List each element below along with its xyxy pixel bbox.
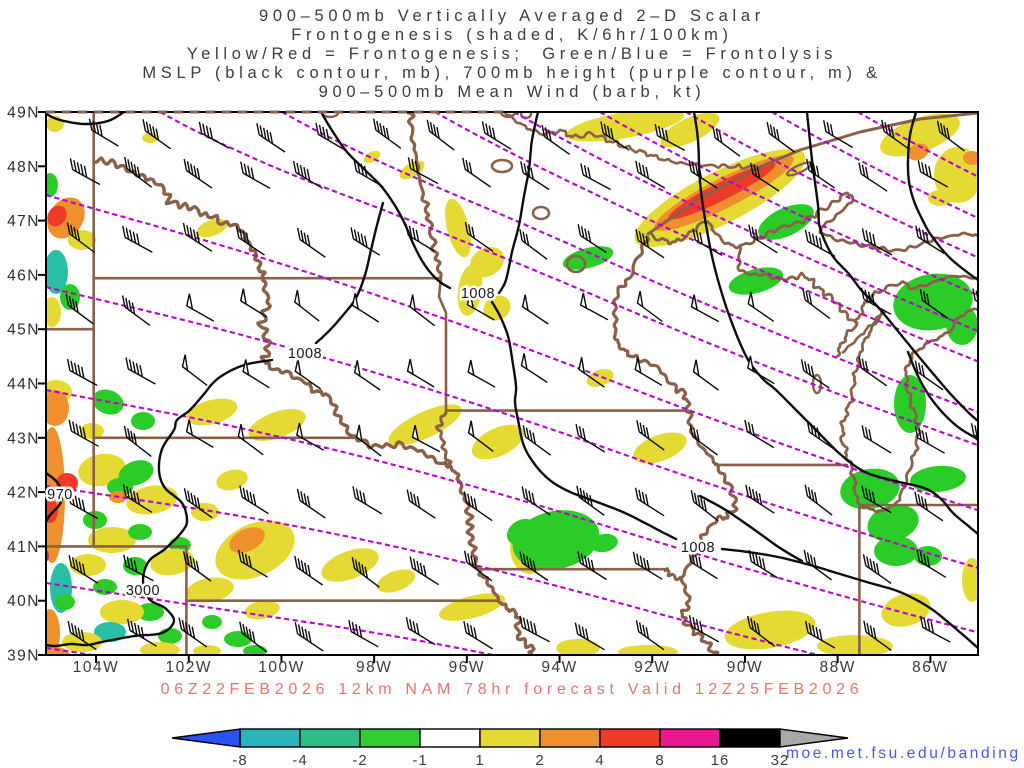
svg-text:16: 16 (711, 752, 730, 768)
svg-text:1: 1 (475, 752, 484, 768)
svg-text:46N: 46N (7, 267, 40, 284)
svg-text:1008: 1008 (288, 346, 322, 362)
svg-text:45N: 45N (7, 322, 40, 339)
svg-text:970: 970 (47, 487, 73, 503)
svg-text:40N: 40N (7, 593, 40, 610)
svg-text:94W: 94W (541, 659, 577, 676)
svg-text:104W: 104W (73, 659, 120, 676)
svg-text:44N: 44N (7, 376, 40, 393)
svg-text:-4: -4 (292, 752, 307, 768)
svg-text:102W: 102W (166, 659, 213, 676)
svg-text:86W: 86W (912, 659, 948, 676)
svg-text:-2: -2 (352, 752, 367, 768)
svg-text:39N: 39N (7, 648, 40, 665)
svg-text:47N: 47N (7, 213, 40, 230)
svg-text:1008: 1008 (461, 286, 495, 302)
svg-text:49N: 49N (7, 105, 40, 122)
svg-text:41N: 41N (7, 539, 40, 556)
svg-text:90W: 90W (727, 659, 763, 676)
svg-text:96W: 96W (449, 659, 485, 676)
svg-text:98W: 98W (356, 659, 392, 676)
svg-text:48N: 48N (7, 159, 40, 176)
svg-text:88W: 88W (819, 659, 855, 676)
svg-text:4: 4 (595, 752, 604, 768)
svg-text:92W: 92W (634, 659, 670, 676)
svg-text:42N: 42N (7, 485, 40, 502)
svg-text:1008: 1008 (681, 540, 715, 556)
svg-text:32: 32 (771, 752, 790, 768)
svg-text:-8: -8 (232, 752, 247, 768)
svg-text:8: 8 (655, 752, 664, 768)
svg-text:43N: 43N (7, 430, 40, 447)
svg-text:3000: 3000 (126, 583, 160, 599)
svg-text:100W: 100W (258, 659, 305, 676)
svg-text:2: 2 (535, 752, 544, 768)
svg-text:-1: -1 (412, 752, 427, 768)
